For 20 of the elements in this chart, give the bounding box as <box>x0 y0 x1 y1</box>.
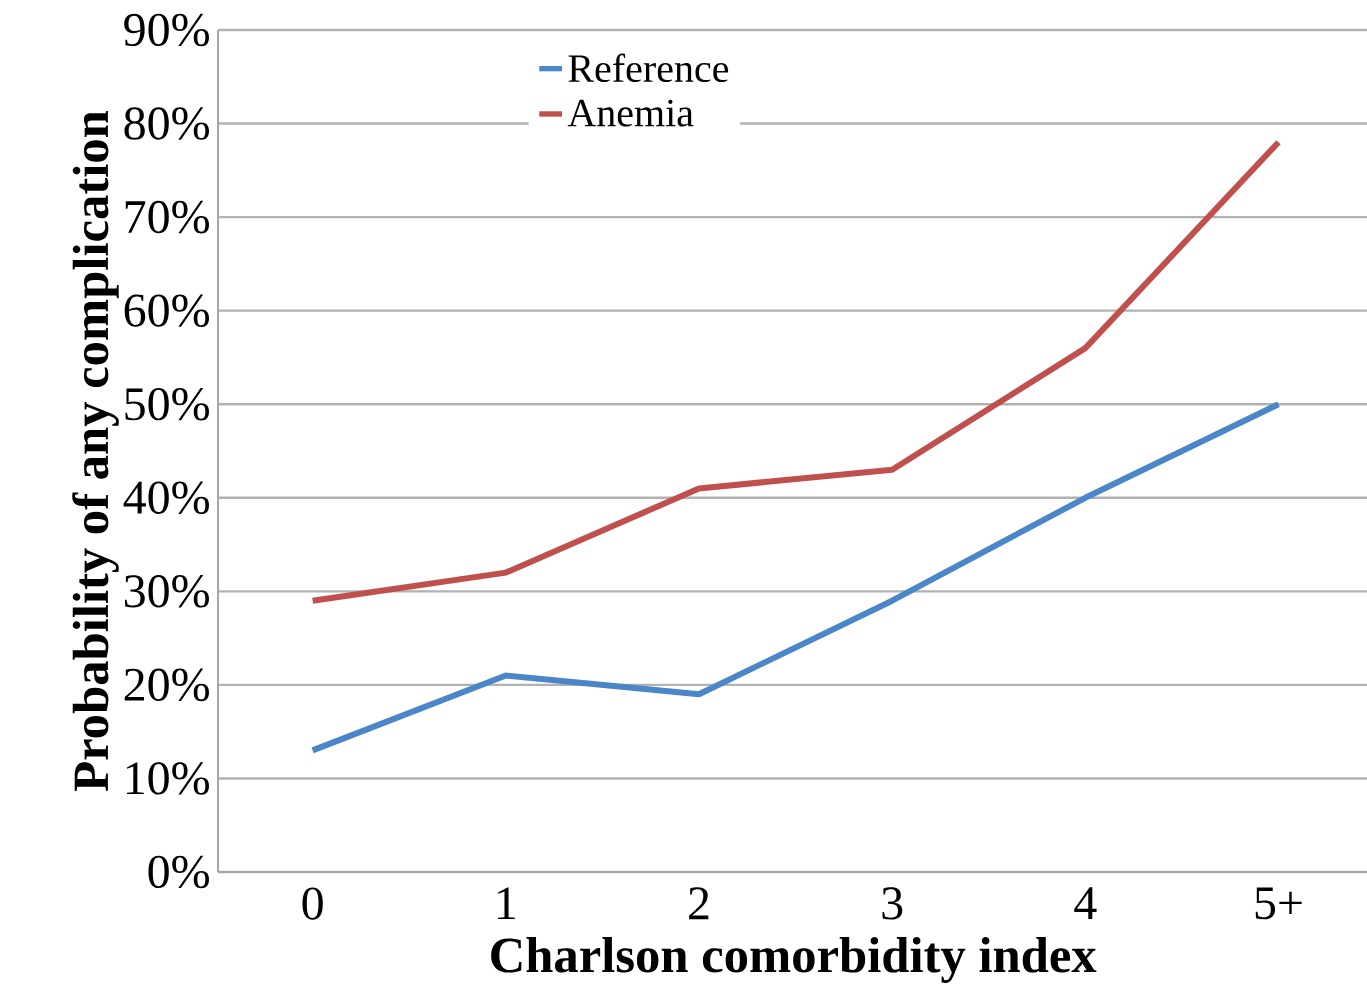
x-tick-label: 1 <box>498 887 515 920</box>
y-tick-label: 0% <box>148 855 209 889</box>
y-tick-label: 50% <box>125 387 209 421</box>
y-axis-title: Probability of any complication <box>72 110 119 791</box>
x-tick-label: 4 <box>1074 887 1097 919</box>
y-tick-label: 70% <box>125 200 209 234</box>
y-tick-label: 40% <box>123 481 209 515</box>
y-tick-label: 30% <box>124 575 209 608</box>
x-axis-title: Charlson comorbidity index <box>491 936 1097 984</box>
y-tick-label: 60% <box>124 294 209 327</box>
y-tick-label: 10% <box>126 762 209 795</box>
x-tick-label: 0 <box>302 887 323 920</box>
y-tick-label: 80% <box>124 107 209 140</box>
x-tick-label: 3 <box>882 887 903 920</box>
x-tick-label: 2 <box>689 887 709 920</box>
x-tick-label: 5+ <box>1255 887 1302 920</box>
y-tick-label: 90% <box>124 13 209 47</box>
legend-label: Reference <box>568 53 729 83</box>
y-tick-label: 20% <box>124 668 209 702</box>
legend-label: Anemia <box>567 99 694 127</box>
